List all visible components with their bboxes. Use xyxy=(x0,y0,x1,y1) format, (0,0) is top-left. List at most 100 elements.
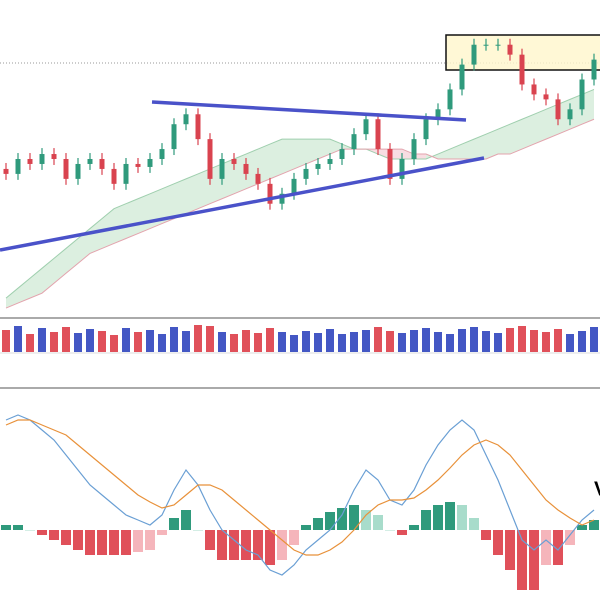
volume-bar xyxy=(494,333,502,352)
histogram-bar xyxy=(589,520,599,530)
cloud-segment xyxy=(318,139,330,159)
histogram-bar xyxy=(37,530,47,535)
volume-bar xyxy=(386,331,394,352)
cloud-segment xyxy=(570,94,582,130)
histogram-bar xyxy=(73,530,83,550)
histogram-bar xyxy=(157,530,167,535)
candle-body xyxy=(303,168,309,179)
candle-body xyxy=(555,99,561,120)
candle-body xyxy=(447,89,453,110)
volume-bar xyxy=(350,332,358,352)
candle-body xyxy=(327,159,333,164)
histogram-bar xyxy=(433,505,443,530)
candle-body xyxy=(267,183,273,204)
candle-body xyxy=(255,173,261,184)
volume-bar xyxy=(446,334,454,352)
annotation: V xyxy=(594,478,600,500)
cloud-segment xyxy=(78,228,90,264)
histogram-bar xyxy=(397,530,407,535)
candle-body xyxy=(3,168,9,174)
histogram-bar xyxy=(409,525,419,530)
cloud-segment xyxy=(66,238,78,274)
candle-body xyxy=(411,139,417,159)
cloud-segment xyxy=(114,203,126,244)
macd-line xyxy=(5,414,595,576)
volume-bar xyxy=(566,334,574,352)
histogram-bar xyxy=(229,530,239,560)
cloud-segment xyxy=(546,104,558,140)
volume-bar xyxy=(266,328,274,352)
volume-bar xyxy=(374,327,382,352)
candle-body xyxy=(39,154,45,164)
histogram-bar xyxy=(25,530,35,531)
histogram-bar xyxy=(61,530,71,545)
candle-body xyxy=(279,193,285,204)
histogram-bar xyxy=(253,530,263,560)
volume-bar xyxy=(194,325,202,352)
cloud-segment xyxy=(414,154,426,159)
histogram-bar xyxy=(457,505,467,530)
cloud-segment xyxy=(390,149,402,159)
volume-bar xyxy=(458,329,466,352)
histogram-bar xyxy=(169,518,179,530)
cloud-segment xyxy=(498,124,510,155)
candle-body xyxy=(15,159,21,174)
candle-body xyxy=(423,119,429,140)
candle-body xyxy=(459,64,465,90)
cloud-segment xyxy=(42,258,54,294)
volume-bar xyxy=(506,328,514,352)
candle-body xyxy=(507,44,513,55)
cloud-segment xyxy=(90,218,102,254)
candle-body xyxy=(183,114,189,125)
candle-body xyxy=(87,159,93,164)
volume-bar xyxy=(206,326,214,352)
candle-body xyxy=(231,159,237,164)
volume-bar xyxy=(470,327,478,352)
cloud-segment xyxy=(510,119,522,155)
histogram-bar xyxy=(301,525,311,530)
cloud-segment xyxy=(462,139,474,159)
candle-body xyxy=(171,124,177,150)
candle-body xyxy=(243,163,249,174)
histogram-bar xyxy=(277,530,287,560)
candle-body xyxy=(219,159,225,179)
histogram-bar xyxy=(577,525,587,530)
volume-bar xyxy=(122,328,130,352)
cloud-segment xyxy=(282,139,294,174)
candle-body xyxy=(543,94,549,100)
volume-bar xyxy=(26,334,34,352)
volume-bar xyxy=(218,332,226,352)
candle-body xyxy=(435,109,441,120)
histogram-bar xyxy=(97,530,107,555)
volume-bar xyxy=(230,334,238,352)
volume-bar xyxy=(482,331,490,352)
histogram-bar xyxy=(553,530,563,565)
candle-body xyxy=(375,119,381,150)
candle-body xyxy=(579,79,585,110)
volume-bar xyxy=(2,330,10,352)
candle-body xyxy=(123,163,129,184)
histogram-bar xyxy=(385,530,395,531)
histogram-bar xyxy=(445,502,455,530)
volume-bar xyxy=(74,333,82,352)
cloud-segment xyxy=(522,114,534,150)
candle-body xyxy=(291,178,297,194)
histogram-bar xyxy=(421,510,431,530)
cloud-segment xyxy=(270,139,282,179)
histogram-bar xyxy=(109,530,119,555)
volume-bar xyxy=(554,329,562,352)
cloud-segment xyxy=(198,168,210,209)
cloud-segment xyxy=(306,139,318,164)
candle-body xyxy=(363,119,369,135)
histogram-bar xyxy=(361,510,371,530)
cloud-segment xyxy=(162,183,174,224)
histogram-bar xyxy=(289,530,299,545)
candle-body xyxy=(519,54,525,85)
volume-bar xyxy=(170,327,178,352)
volume-bar xyxy=(422,328,430,352)
candle-body xyxy=(339,149,345,159)
candle-body xyxy=(591,59,597,80)
volume-bar xyxy=(338,334,346,352)
cloud-segment xyxy=(474,134,486,159)
